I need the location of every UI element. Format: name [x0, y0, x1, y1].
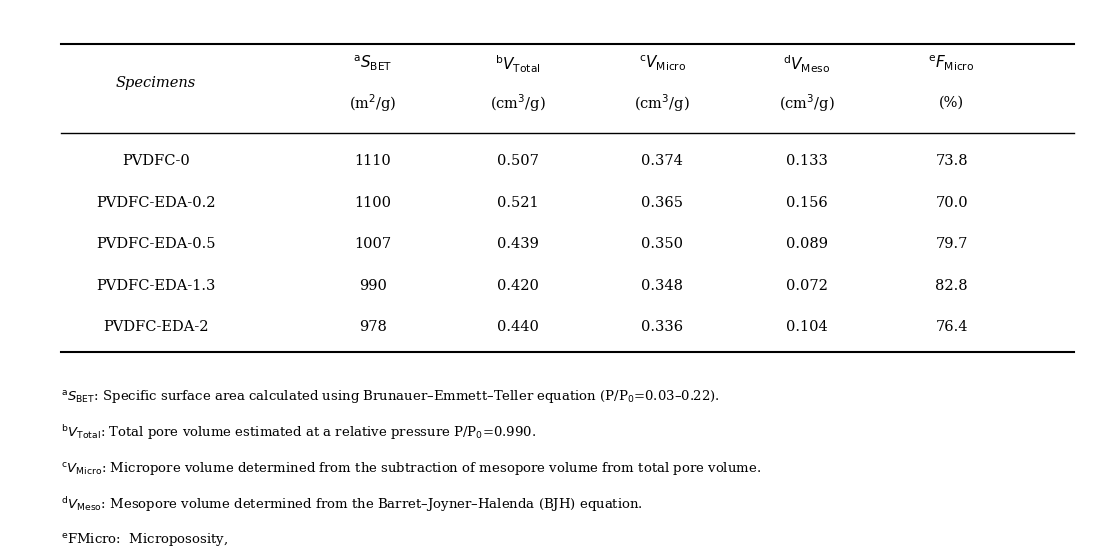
Text: 0.072: 0.072	[786, 279, 828, 293]
Text: PVDFC-0: PVDFC-0	[122, 154, 189, 168]
Text: Specimens: Specimens	[116, 76, 196, 90]
Text: 0.348: 0.348	[641, 279, 683, 293]
Text: 0.156: 0.156	[786, 195, 828, 210]
Text: $^{\mathrm{d}}V_{\mathrm{Meso}}$: Mesopore volume determined from the Barret–Joy: $^{\mathrm{d}}V_{\mathrm{Meso}}$: Mesopo…	[61, 496, 643, 514]
Text: 70.0: 70.0	[935, 195, 968, 210]
Text: 1007: 1007	[354, 237, 392, 251]
Text: $^{\mathrm{a}}S_{\mathrm{BET}}$: $^{\mathrm{a}}S_{\mathrm{BET}}$	[353, 54, 393, 73]
Text: PVDFC-EDA-2: PVDFC-EDA-2	[104, 320, 208, 335]
Text: (%): (%)	[939, 95, 964, 110]
Text: PVDFC-EDA-1.3: PVDFC-EDA-1.3	[96, 279, 216, 293]
Text: 79.7: 79.7	[935, 237, 968, 251]
Text: 0.089: 0.089	[786, 237, 828, 251]
Text: 0.420: 0.420	[496, 279, 539, 293]
Text: 990: 990	[358, 279, 387, 293]
Text: $^{\mathrm{c}}V_{\mathrm{Micro}}$: Micropore volume determined from the subtract: $^{\mathrm{c}}V_{\mathrm{Micro}}$: Micro…	[61, 461, 761, 477]
Text: 978: 978	[358, 320, 387, 335]
Text: $^{\mathrm{d}}V_{\mathrm{Meso}}$: $^{\mathrm{d}}V_{\mathrm{Meso}}$	[784, 53, 830, 74]
Text: PVDFC-EDA-0.2: PVDFC-EDA-0.2	[96, 195, 216, 210]
Text: $^{\mathrm{a}}S_{\mathrm{BET}}$: Specific surface area calculated using Brunauer: $^{\mathrm{a}}S_{\mathrm{BET}}$: Specifi…	[61, 388, 720, 405]
Text: 82.8: 82.8	[935, 279, 968, 293]
Text: 1100: 1100	[354, 195, 392, 210]
Text: (cm$^{3}$/g): (cm$^{3}$/g)	[779, 92, 835, 114]
Text: 73.8: 73.8	[935, 154, 968, 168]
Text: $^{\mathrm{e}}F_{\mathrm{Micro}}$: $^{\mathrm{e}}F_{\mathrm{Micro}}$	[928, 54, 975, 73]
Text: 0.507: 0.507	[496, 154, 539, 168]
Text: 1110: 1110	[354, 154, 392, 168]
Text: $^{\mathrm{c}}V_{\mathrm{Micro}}$: $^{\mathrm{c}}V_{\mathrm{Micro}}$	[639, 54, 686, 73]
Text: $^{\mathrm{b}}V_{\mathrm{Total}}$: Total pore volume estimated at a relative pre: $^{\mathrm{b}}V_{\mathrm{Total}}$: Total…	[61, 423, 536, 442]
Text: 0.336: 0.336	[641, 320, 683, 335]
Text: 0.133: 0.133	[786, 154, 828, 168]
Text: 0.439: 0.439	[496, 237, 539, 251]
Text: $^{\mathrm{b}}V_{\mathrm{Total}}$: $^{\mathrm{b}}V_{\mathrm{Total}}$	[495, 53, 540, 74]
Text: 0.365: 0.365	[641, 195, 683, 210]
Text: (cm$^{3}$/g): (cm$^{3}$/g)	[634, 92, 690, 114]
Text: 0.440: 0.440	[496, 320, 539, 335]
Text: 0.521: 0.521	[496, 195, 539, 210]
Text: (cm$^{3}$/g): (cm$^{3}$/g)	[490, 92, 545, 114]
Text: 0.104: 0.104	[786, 320, 828, 335]
Text: PVDFC-EDA-0.5: PVDFC-EDA-0.5	[96, 237, 216, 251]
Text: 0.374: 0.374	[641, 154, 683, 168]
Text: 76.4: 76.4	[935, 320, 968, 335]
Text: (m$^{2}$/g): (m$^{2}$/g)	[349, 92, 396, 114]
Text: $^{\mathrm{e}}$FMicro:  Micropososity,: $^{\mathrm{e}}$FMicro: Micropososity,	[61, 531, 228, 548]
Text: 0.350: 0.350	[641, 237, 683, 251]
